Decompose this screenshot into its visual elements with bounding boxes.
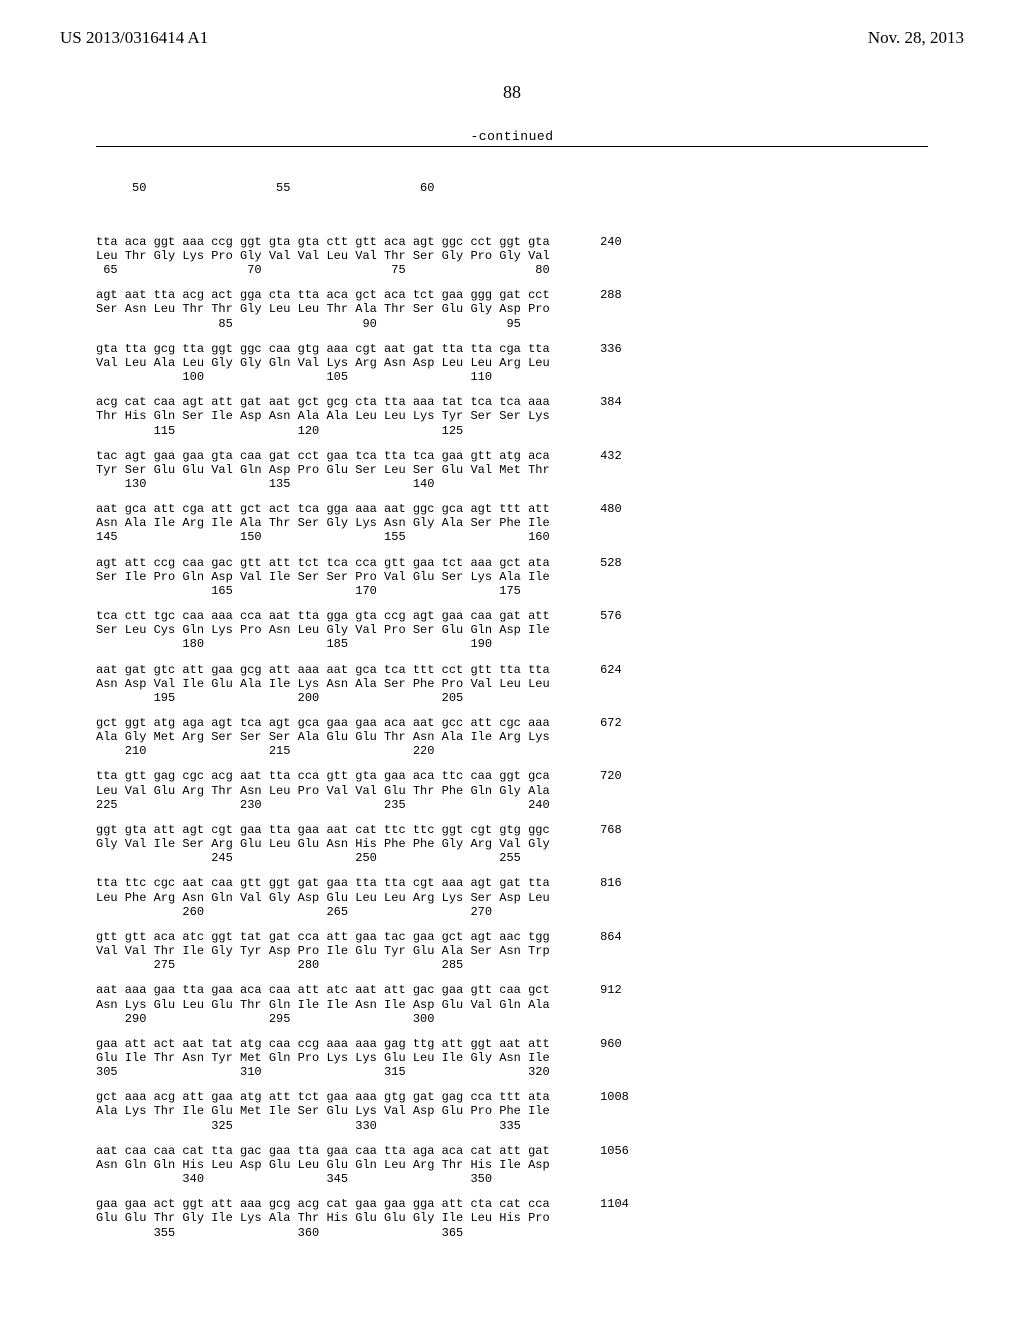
amino-acid-line: Leu Val Glu Arg Thr Asn Leu Pro Val Val … (96, 784, 1024, 798)
nucleotide-line: ggt gta att agt cgt gaa tta gaa aat cat … (96, 823, 1024, 837)
nucleotide-line: aat caa caa cat tta gac gaa tta gaa caa … (96, 1144, 1024, 1158)
sequence-entry: ggt gta att agt cgt gaa tta gaa aat cat … (96, 823, 1024, 865)
top-rule (96, 146, 928, 147)
continued-label: -continued (0, 129, 1024, 144)
position-marker-line: 325 330 335 (96, 1119, 1024, 1133)
amino-acid-line: Asn Lys Glu Leu Glu Thr Gln Ile Ile Asn … (96, 998, 1024, 1012)
sequence-entry: gct aaa acg att gaa atg att tct gaa aaa … (96, 1090, 1024, 1132)
nucleotide-line: aat aaa gaa tta gaa aca caa att atc aat … (96, 983, 1024, 997)
nucleotide-line: gtt gtt aca atc ggt tat gat cca att gaa … (96, 930, 1024, 944)
nucleotide-line: aat gca att cga att gct act tca gga aaa … (96, 502, 1024, 516)
position-marker-line: 275 280 285 (96, 958, 1024, 972)
position-marker-line: 260 265 270 (96, 905, 1024, 919)
position-marker-line: 340 345 350 (96, 1172, 1024, 1186)
amino-acid-line: Leu Thr Gly Lys Pro Gly Val Val Leu Val … (96, 249, 1024, 263)
sequence-entry: aat gat gtc att gaa gcg att aaa aat gca … (96, 663, 1024, 705)
publication-number: US 2013/0316414 A1 (60, 28, 208, 48)
amino-acid-line: Tyr Ser Glu Glu Val Gln Asp Pro Glu Ser … (96, 463, 1024, 477)
position-marker-line: 65 70 75 80 (96, 263, 1024, 277)
sequence-entry: gaa gaa act ggt att aaa gcg acg cat gaa … (96, 1197, 1024, 1239)
amino-acid-line: Ser Ile Pro Gln Asp Val Ile Ser Ser Pro … (96, 570, 1024, 584)
amino-acid-line: Asn Gln Gln His Leu Asp Glu Leu Glu Gln … (96, 1158, 1024, 1172)
nucleotide-line: gaa gaa act ggt att aaa gcg acg cat gaa … (96, 1197, 1024, 1211)
position-marker-line: 180 185 190 (96, 637, 1024, 651)
nucleotide-line: gaa att act aat tat atg caa ccg aaa aaa … (96, 1037, 1024, 1051)
page-number: 88 (0, 82, 1024, 103)
position-marker-line: 85 90 95 (96, 317, 1024, 331)
position-marker-line: 130 135 140 (96, 477, 1024, 491)
sequence-entry: acg cat caa agt att gat aat gct gcg cta … (96, 395, 1024, 437)
amino-acid-line: Asn Ala Ile Arg Ile Ala Thr Ser Gly Lys … (96, 516, 1024, 530)
amino-acid-line: Glu Glu Thr Gly Ile Lys Ala Thr His Glu … (96, 1211, 1024, 1225)
sequence-listing: 50 55 60 tta aca ggt aaa ccg ggt gta gta… (96, 153, 1024, 1265)
sequence-entry: tta aca ggt aaa ccg ggt gta gta ctt gtt … (96, 235, 1024, 277)
amino-acid-line: Leu Phe Arg Asn Gln Val Gly Asp Glu Leu … (96, 891, 1024, 905)
amino-acid-line: Ser Leu Cys Gln Lys Pro Asn Leu Gly Val … (96, 623, 1024, 637)
nucleotide-line: gta tta gcg tta ggt ggc caa gtg aaa cgt … (96, 342, 1024, 356)
amino-acid-line: Val Val Thr Ile Gly Tyr Asp Pro Ile Glu … (96, 944, 1024, 958)
nucleotide-line: acg cat caa agt att gat aat gct gcg cta … (96, 395, 1024, 409)
sequence-entry: agt aat tta acg act gga cta tta aca gct … (96, 288, 1024, 330)
sequence-entry: gaa att act aat tat atg caa ccg aaa aaa … (96, 1037, 1024, 1079)
position-marker-line: 165 170 175 (96, 584, 1024, 598)
position-marker-line: 355 360 365 (96, 1226, 1024, 1240)
amino-acid-line: Asn Asp Val Ile Glu Ala Ile Lys Asn Ala … (96, 677, 1024, 691)
amino-acid-line: Ser Asn Leu Thr Thr Gly Leu Leu Thr Ala … (96, 302, 1024, 316)
amino-acid-line: Ala Gly Met Arg Ser Ser Ser Ala Glu Glu … (96, 730, 1024, 744)
nucleotide-line: aat gat gtc att gaa gcg att aaa aat gca … (96, 663, 1024, 677)
position-marker-line: 145 150 155 160 (96, 530, 1024, 544)
position-marker-line: 100 105 110 (96, 370, 1024, 384)
amino-acid-line: Ala Lys Thr Ile Glu Met Ile Ser Glu Lys … (96, 1104, 1024, 1118)
nucleotide-line: agt att ccg caa gac gtt att tct tca cca … (96, 556, 1024, 570)
nucleotide-line: gct aaa acg att gaa atg att tct gaa aaa … (96, 1090, 1024, 1104)
nucleotide-line: tta aca ggt aaa ccg ggt gta gta ctt gtt … (96, 235, 1024, 249)
sequence-entry: gta tta gcg tta ggt ggc caa gtg aaa cgt … (96, 342, 1024, 384)
position-marker-line: 305 310 315 320 (96, 1065, 1024, 1079)
sequence-entry: gtt gtt aca atc ggt tat gat cca att gaa … (96, 930, 1024, 972)
amino-acid-line: Gly Val Ile Ser Arg Glu Leu Glu Asn His … (96, 837, 1024, 851)
position-marker-line: 210 215 220 (96, 744, 1024, 758)
sequence-entry: tca ctt tgc caa aaa cca aat tta gga gta … (96, 609, 1024, 651)
nucleotide-line: tta gtt gag cgc acg aat tta cca gtt gta … (96, 769, 1024, 783)
sequence-entry: gct ggt atg aga agt tca agt gca gaa gaa … (96, 716, 1024, 758)
ruler-row: 50 55 60 (96, 181, 1024, 195)
nucleotide-line: gct ggt atg aga agt tca agt gca gaa gaa … (96, 716, 1024, 730)
sequence-entry: tac agt gaa gaa gta caa gat cct gaa tca … (96, 449, 1024, 491)
position-marker-line: 115 120 125 (96, 424, 1024, 438)
sequence-entry: aat aaa gaa tta gaa aca caa att atc aat … (96, 983, 1024, 1025)
position-marker-line: 290 295 300 (96, 1012, 1024, 1026)
ruler-numbers: 50 55 60 (96, 181, 1024, 195)
page-header: US 2013/0316414 A1 Nov. 28, 2013 (0, 0, 1024, 48)
amino-acid-line: Thr His Gln Ser Ile Asp Asn Ala Ala Leu … (96, 409, 1024, 423)
position-marker-line: 245 250 255 (96, 851, 1024, 865)
amino-acid-line: Glu Ile Thr Asn Tyr Met Gln Pro Lys Lys … (96, 1051, 1024, 1065)
nucleotide-line: tac agt gaa gaa gta caa gat cct gaa tca … (96, 449, 1024, 463)
sequence-entry: agt att ccg caa gac gtt att tct tca cca … (96, 556, 1024, 598)
sequence-entry: tta ttc cgc aat caa gtt ggt gat gaa tta … (96, 876, 1024, 918)
nucleotide-line: tta ttc cgc aat caa gtt ggt gat gaa tta … (96, 876, 1024, 890)
position-marker-line: 225 230 235 240 (96, 798, 1024, 812)
sequence-entry: tta gtt gag cgc acg aat tta cca gtt gta … (96, 769, 1024, 811)
amino-acid-line: Val Leu Ala Leu Gly Gly Gln Val Lys Arg … (96, 356, 1024, 370)
publication-date: Nov. 28, 2013 (868, 28, 964, 48)
nucleotide-line: tca ctt tgc caa aaa cca aat tta gga gta … (96, 609, 1024, 623)
nucleotide-line: agt aat tta acg act gga cta tta aca gct … (96, 288, 1024, 302)
sequence-entry: aat gca att cga att gct act tca gga aaa … (96, 502, 1024, 544)
position-marker-line: 195 200 205 (96, 691, 1024, 705)
sequence-entry: aat caa caa cat tta gac gaa tta gaa caa … (96, 1144, 1024, 1186)
